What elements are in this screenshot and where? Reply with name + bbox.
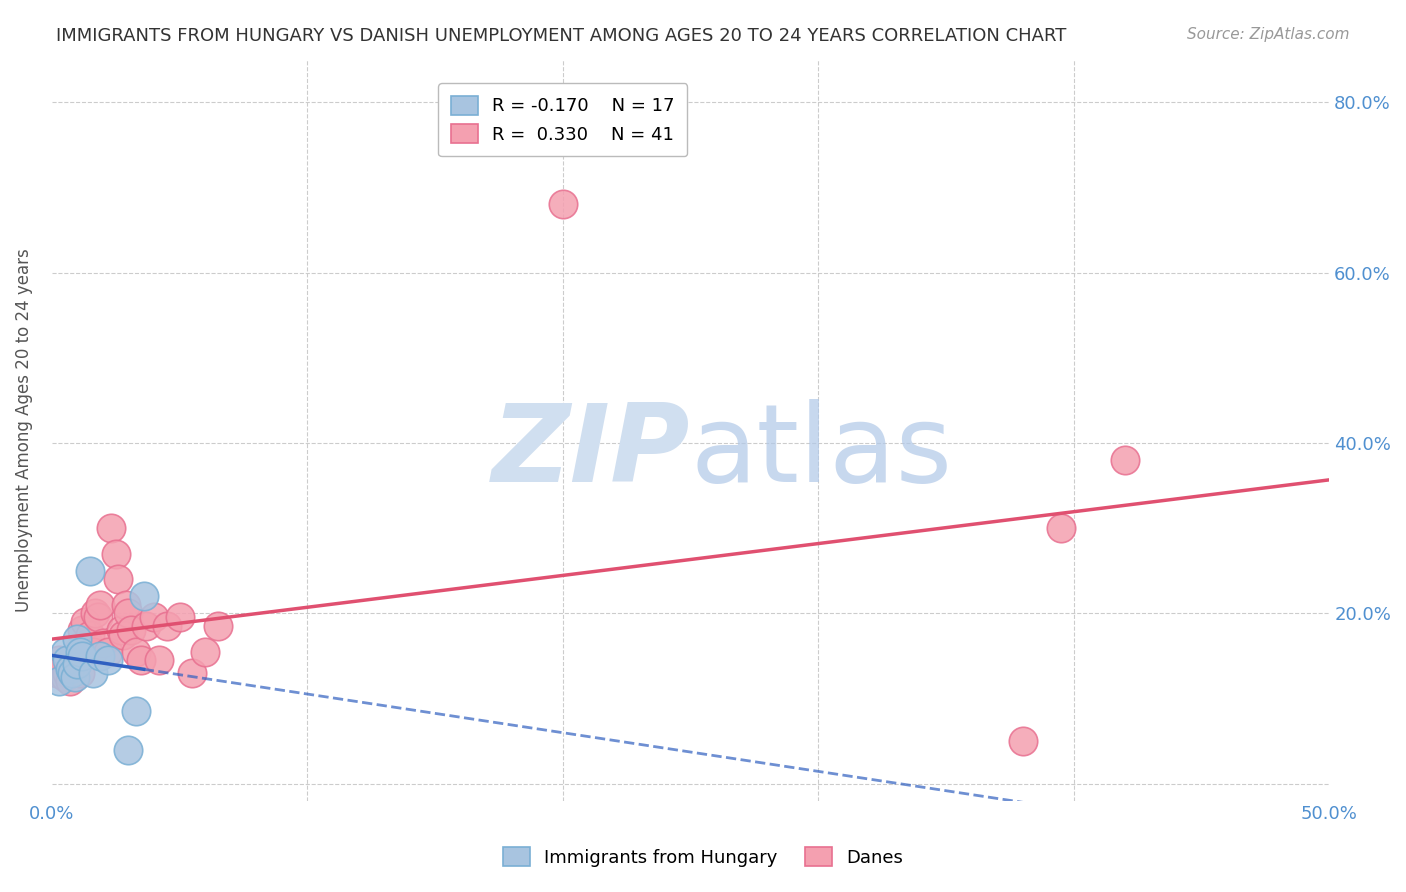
Point	[45, 665, 67, 680]
Point	[89, 598, 111, 612]
Point	[72, 648, 94, 663]
Point	[51, 662, 73, 676]
Point	[73, 615, 96, 629]
Point	[66, 632, 89, 646]
Point	[63, 670, 86, 684]
Point	[60, 653, 83, 667]
Point	[66, 644, 89, 658]
Point	[104, 547, 127, 561]
Point	[207, 619, 229, 633]
Point	[72, 624, 94, 638]
Point	[156, 619, 179, 633]
Point	[148, 653, 170, 667]
Point	[87, 610, 110, 624]
Point	[194, 644, 217, 658]
Point	[120, 624, 142, 638]
Point	[56, 653, 79, 667]
Text: ZIP: ZIP	[492, 400, 690, 506]
Point	[551, 197, 574, 211]
Point	[117, 606, 139, 620]
Point	[107, 572, 129, 586]
Point	[69, 665, 91, 680]
Point	[59, 674, 82, 689]
Point	[132, 589, 155, 603]
Point	[76, 636, 98, 650]
Point	[79, 627, 101, 641]
Point	[129, 653, 152, 667]
Point	[100, 521, 122, 535]
Point	[1050, 521, 1073, 535]
Point	[1011, 734, 1033, 748]
Text: atlas: atlas	[690, 400, 952, 506]
Point	[59, 662, 82, 676]
Legend: R = -0.170    N = 17, R =  0.330    N = 41: R = -0.170 N = 17, R = 0.330 N = 41	[439, 84, 688, 156]
Point	[115, 598, 138, 612]
Point	[66, 657, 89, 672]
Point	[48, 674, 70, 689]
Text: Source: ZipAtlas.com: Source: ZipAtlas.com	[1187, 27, 1350, 42]
Point	[110, 624, 132, 638]
Point	[89, 648, 111, 663]
Point	[97, 653, 120, 667]
Point	[112, 627, 135, 641]
Point	[60, 665, 83, 680]
Y-axis label: Unemployment Among Ages 20 to 24 years: Unemployment Among Ages 20 to 24 years	[15, 248, 32, 612]
Point	[56, 665, 79, 680]
Legend: Immigrants from Hungary, Danes: Immigrants from Hungary, Danes	[495, 840, 911, 874]
Point	[169, 610, 191, 624]
Point	[82, 644, 104, 658]
Point	[84, 606, 107, 620]
Point	[135, 619, 157, 633]
Point	[79, 564, 101, 578]
Point	[48, 653, 70, 667]
Point	[91, 636, 114, 650]
Point	[82, 665, 104, 680]
Point	[97, 644, 120, 658]
Point	[125, 644, 148, 658]
Point	[181, 665, 204, 680]
Point	[53, 644, 76, 658]
Point	[117, 742, 139, 756]
Text: IMMIGRANTS FROM HUNGARY VS DANISH UNEMPLOYMENT AMONG AGES 20 TO 24 YEARS CORRELA: IMMIGRANTS FROM HUNGARY VS DANISH UNEMPL…	[56, 27, 1067, 45]
Point	[63, 657, 86, 672]
Point	[142, 610, 165, 624]
Point	[69, 644, 91, 658]
Point	[125, 704, 148, 718]
Point	[1114, 453, 1136, 467]
Point	[53, 670, 76, 684]
